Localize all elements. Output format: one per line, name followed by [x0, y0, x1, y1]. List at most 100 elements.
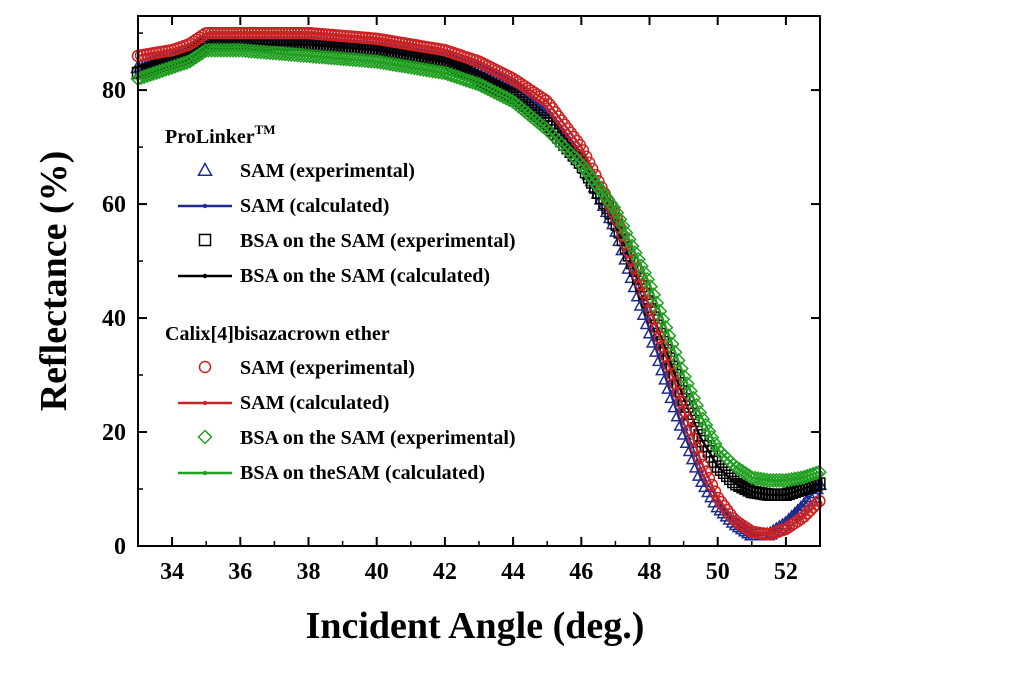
series-calix-sam-experimental-marker-211 — [779, 522, 792, 536]
series-prolinker-sam-experimental-marker-179 — [679, 434, 696, 449]
series-calix-sam-experimental-marker-139 — [558, 118, 571, 132]
series-calix-sam-experimental-marker-127 — [521, 82, 535, 95]
legend-item-0-2: BSA on the SAM (experimental) — [198, 230, 516, 252]
series-calix-sam-experimental-marker-214 — [788, 516, 802, 530]
series-calix-sam-experimental-marker-190 — [714, 495, 728, 509]
x-axis-title: Incident Angle (deg.) — [306, 605, 645, 647]
series-calix-bsa-on-the-sam-experimental-marker-214 — [787, 471, 803, 487]
series-calix-bsa-on-the-sam-experimental-marker-186 — [701, 423, 717, 439]
series-calix-sam-experimental-marker-134 — [542, 97, 556, 111]
legend-item-1-1: SAM (calculated) — [178, 392, 389, 414]
series-calix-bsa-on-the-sam-experimental-marker-79 — [372, 54, 389, 70]
series-calix-bsa-on-the-sam-experimental-marker-80 — [375, 55, 392, 71]
series-calix-bsa-on-the-sam-experimental-marker-69 — [342, 51, 358, 67]
series-calix-bsa-on-the-sam-experimental-marker-78 — [369, 54, 385, 70]
series-calix-sam-experimental-marker-128 — [524, 84, 538, 97]
series-calix-bsa-on-the-sam-experimental-marker-93 — [415, 61, 431, 77]
legend-item-1-3-label: BSA on theSAM (calculated) — [240, 462, 485, 484]
series-calix-sam-experimental-marker-126 — [518, 80, 531, 93]
series-calix-bsa-on-the-sam-experimental-marker-166 — [639, 271, 656, 287]
series-calix-bsa-on-the-sam-experimental-marker-156 — [609, 205, 625, 221]
series-calix-bsa-on-the-sam-experimental-marker-89 — [403, 59, 419, 75]
legend-group-title-1: Calix[4]bisazacrown ether — [165, 323, 390, 345]
legend-item-0-2-swatch-marker-0 — [198, 233, 212, 247]
series-calix-bsa-on-the-sam-experimental-marker-48 — [277, 46, 293, 62]
series-calix-sam-experimental-marker-129 — [527, 86, 541, 99]
series-calix-bsa-on-the-sam-experimental-marker-90 — [406, 60, 422, 76]
series-calix-bsa-on-the-sam-experimental-marker-169 — [649, 295, 665, 311]
series-prolinker-sam-experimental-marker-178 — [676, 425, 693, 440]
legend-item-1-3: BSA on theSAM (calculated) — [178, 462, 485, 484]
series-calix-bsa-on-the-sam-experimental-marker-164 — [633, 258, 649, 274]
series-calix-bsa-on-the-sam-experimental-marker-62 — [320, 49, 336, 66]
x-tick-label-44: 44 — [501, 559, 525, 585]
series-calix-bsa-on-the-sam-experimental-marker-157 — [612, 211, 628, 227]
series-calix-bsa-on-the-sam-experimental-marker-54 — [296, 47, 312, 64]
series-calix-sam-experimental-marker-193 — [724, 508, 737, 521]
series-calix-bsa-on-the-sam-experimental-marker-57 — [305, 48, 321, 64]
series-calix-bsa-on-the-sam-experimental-marker-70 — [345, 52, 361, 68]
series-calix-bsa-on-the-sam-experimental-marker-158 — [615, 218, 631, 234]
x-tick-label-46: 46 — [569, 559, 593, 585]
series-calix-bsa-on-the-sam-experimental-marker-173 — [661, 328, 677, 344]
legend-item-0-0: SAM (experimental) — [197, 160, 415, 182]
series-calix-sam-experimental-marker-143 — [570, 134, 584, 148]
series-calix-bsa-on-the-sam-experimental-marker-53 — [293, 47, 309, 63]
series-calix-bsa-on-the-sam-experimental-marker-170 — [652, 303, 668, 319]
y-tick-label-40: 40 — [102, 306, 126, 332]
series-calix-sam-experimental-marker-130 — [530, 88, 544, 101]
series-calix-bsa-on-the-sam-experimental-marker-38 — [247, 43, 263, 59]
series-calix-bsa-on-the-sam-experimental-marker-96 — [425, 63, 441, 79]
series-calix-bsa-on-the-sam-experimental-marker-167 — [642, 279, 659, 295]
series-calix-sam-experimental-marker-18 — [186, 35, 200, 49]
series-calix-bsa-on-the-sam-experimental-marker-37 — [243, 43, 260, 59]
series-calix-bsa-on-the-sam-experimental-marker-95 — [421, 62, 438, 78]
series-calix-bsa-on-the-sam-experimental-marker-87 — [397, 58, 413, 74]
series-calix-sam-experimental-marker-188 — [708, 485, 722, 498]
series-calix-sam-experimental-marker-187 — [705, 478, 719, 492]
series-calix-bsa-on-the-sam-experimental-marker-56 — [302, 48, 318, 64]
x-tick-label-36: 36 — [228, 559, 252, 585]
legend-item-1-0-label: SAM (experimental) — [240, 357, 415, 379]
series-prolinker-sam-experimental-marker-176 — [670, 407, 686, 422]
series-calix-bsa-on-the-sam-experimental-marker-185 — [698, 417, 714, 433]
series-calix-bsa-on-the-sam-experimental-marker-187 — [704, 429, 720, 446]
series-calix-bsa-on-the-sam-experimental-marker-77 — [366, 53, 382, 69]
series-calix-sam-experimental-marker-141 — [564, 126, 578, 140]
series-calix-bsa-on-the-sam-experimental-marker-33 — [231, 42, 247, 58]
legend: ProLinkerTM SAM (experimental) SAM (calcul… — [165, 122, 516, 484]
series-calix-bsa-on-the-sam-experimental-marker-40 — [253, 44, 269, 60]
x-tick-label-50: 50 — [706, 559, 730, 585]
series-calix-bsa-on-the-sam-experimental-marker-92 — [412, 61, 428, 77]
series-calix-sam-experimental-marker-145 — [576, 144, 590, 157]
series-calix-bsa-on-the-sam-experimental-marker-176 — [670, 352, 686, 369]
series-calix-sam-experimental-marker-21 — [196, 29, 209, 42]
y-tick-label-20: 20 — [102, 420, 126, 446]
series-calix-bsa-on-the-sam-experimental-marker-36 — [240, 43, 257, 59]
legend-item-0-3: BSA on the SAM (calculated) — [178, 265, 490, 287]
series-calix-bsa-on-the-sam-experimental-marker-175 — [667, 344, 683, 360]
series-calix-bsa-on-the-sam-experimental-marker-183 — [692, 404, 708, 421]
x-tick-label-52: 52 — [774, 559, 798, 585]
x-tick-label-42: 42 — [433, 559, 457, 585]
series-calix-bsa-on-the-sam-experimental-marker-75 — [360, 53, 376, 69]
series-calix-bsa-on-the-sam-experimental-marker-49 — [280, 46, 296, 62]
legend-group-title-sup-0: TM — [255, 122, 276, 137]
series-calix-bsa-on-the-sam-experimental-marker-202 — [750, 471, 766, 487]
series-calix-sam-experimental-marker-138 — [555, 114, 568, 127]
series-calix-bsa-on-the-sam-experimental-marker-171 — [655, 311, 671, 327]
series-calix-bsa-on-the-sam-experimental-marker-215 — [790, 470, 806, 487]
series-calix-sam-experimental-marker-131 — [533, 90, 547, 103]
y-tick-label-60: 60 — [102, 192, 126, 218]
series-layer — [130, 26, 828, 541]
series-calix-bsa-on-the-sam-experimental-marker-83 — [385, 56, 401, 72]
series-calix-sam-experimental-marker-142 — [567, 130, 581, 144]
legend-item-1-2-swatch-marker-0 — [197, 429, 213, 445]
legend-group-title-text-0: ProLinker — [165, 126, 255, 148]
series-calix-bsa-on-the-sam-experimental-marker-181 — [685, 390, 702, 406]
series-calix-bsa-on-the-sam-experimental-marker-55 — [299, 48, 315, 64]
series-prolinker-sam-experimental-marker-181 — [685, 450, 702, 465]
series-calix-bsa-on-the-sam-experimental-marker-47 — [274, 46, 290, 62]
series-calix-bsa-on-the-sam-experimental-marker-39 — [250, 44, 266, 60]
legend-item-0-3-dot-swatch — [202, 273, 208, 279]
